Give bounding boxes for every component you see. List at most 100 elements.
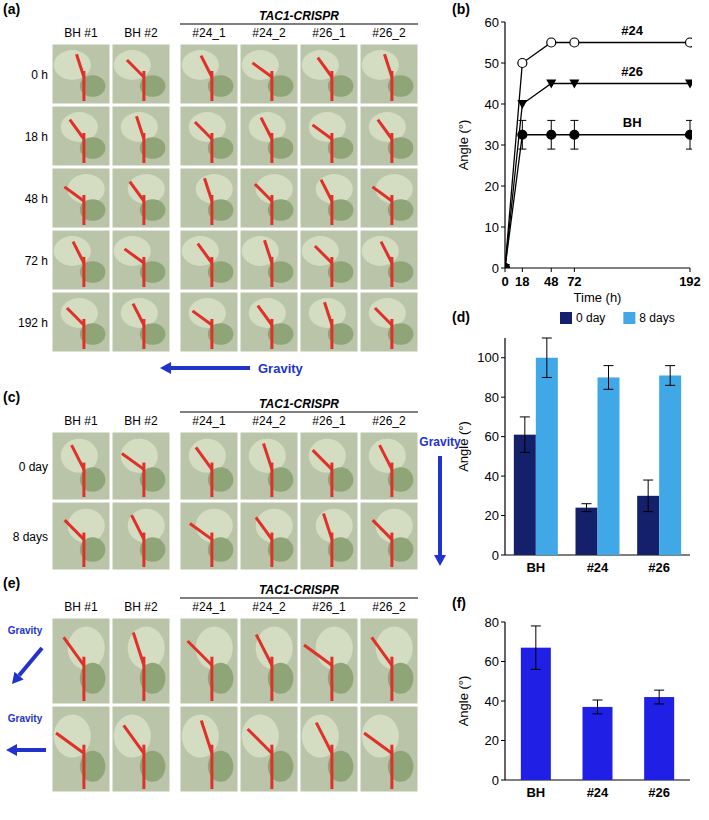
photo — [360, 502, 418, 570]
petiole-mark — [64, 187, 83, 201]
gravity-arrow — [6, 744, 46, 756]
petiole-mark — [375, 308, 392, 325]
panel-letter: (b) — [452, 1, 470, 17]
photo — [52, 292, 110, 352]
group-rule — [180, 411, 418, 412]
y-axis — [504, 338, 505, 555]
petiole-mark — [136, 116, 143, 139]
photo-leaf — [68, 174, 105, 204]
petiole-mark — [256, 635, 272, 666]
panel-letter: (a) — [3, 1, 20, 17]
column-label: BH #1 — [64, 26, 98, 40]
error-cap — [686, 120, 692, 121]
x-tick-label: BH — [526, 785, 545, 800]
column-label: BH #2 — [124, 600, 158, 614]
row-label: 72 h — [25, 254, 48, 268]
petiole-mark — [380, 445, 392, 469]
y-tick — [501, 268, 505, 269]
y-tick — [501, 63, 505, 64]
photo — [240, 292, 298, 352]
error-cap — [531, 669, 541, 670]
y-tick-label: 0 — [492, 773, 499, 788]
panel-letter: (e) — [3, 575, 20, 591]
bar — [598, 377, 620, 555]
error-cap — [604, 389, 614, 390]
photo-bg — [240, 106, 298, 166]
y-axis-title: Angle (°) — [456, 120, 471, 171]
y-tick — [501, 104, 505, 105]
bar — [644, 697, 674, 780]
photo-bg — [360, 432, 418, 500]
petiole-mark — [70, 120, 84, 139]
marker — [686, 38, 693, 47]
photo — [180, 432, 238, 500]
arrow-head — [12, 672, 24, 684]
photo — [360, 106, 418, 166]
error-bar — [665, 366, 675, 386]
photo-bg — [112, 292, 170, 352]
photo — [180, 292, 238, 352]
y-tick-label: 0 — [492, 548, 499, 563]
plot-marks — [521, 626, 674, 780]
column-label: #26_1 — [312, 600, 346, 614]
photo — [180, 230, 238, 290]
photo — [112, 44, 170, 104]
x-tick — [551, 268, 552, 272]
x-tick-label: #24 — [587, 560, 609, 575]
photo — [112, 168, 170, 228]
marker — [517, 100, 527, 109]
error-bar — [520, 417, 530, 453]
petiole-mark — [72, 445, 84, 469]
petiole-mark — [313, 450, 332, 469]
photo — [360, 292, 418, 352]
column-label: BH #2 — [124, 414, 158, 428]
y-tick-label: 80 — [485, 390, 499, 405]
error-cap — [654, 703, 664, 704]
error-cap — [547, 149, 555, 150]
petiole-mark — [312, 125, 331, 139]
petiole-mark — [133, 633, 144, 666]
photo-leaf — [68, 509, 105, 543]
error-bar — [582, 504, 592, 512]
error-cap — [593, 700, 603, 701]
photo-bg — [240, 432, 298, 500]
y-tick — [501, 397, 505, 398]
photo — [300, 706, 358, 792]
photo-leaf — [256, 174, 293, 204]
y-tick-label: 80 — [485, 615, 499, 630]
photo-bg — [360, 618, 418, 704]
photo — [240, 230, 298, 290]
arrow-shaft — [438, 456, 442, 555]
petiole-mark — [263, 444, 271, 470]
x-tick — [574, 268, 575, 272]
photo-bg — [180, 502, 238, 570]
row-label: 192 h — [18, 316, 48, 330]
photo — [360, 618, 418, 704]
y-tick-label: 0 — [492, 261, 499, 276]
error-cap — [604, 365, 614, 366]
photo — [52, 44, 110, 104]
photo-bg — [180, 618, 238, 704]
y-tick-label: 40 — [485, 97, 499, 112]
error-line — [586, 504, 587, 512]
photo-bg — [240, 618, 298, 704]
photo-bg — [52, 502, 110, 570]
error-bar — [654, 690, 664, 704]
error-bar — [686, 120, 692, 149]
photo-bg — [240, 706, 298, 792]
error-cap — [665, 385, 675, 386]
column-label: BH #1 — [64, 600, 98, 614]
marker — [505, 264, 510, 268]
error-cap — [542, 338, 552, 339]
petiole-mark — [372, 187, 391, 201]
y-tick — [501, 740, 505, 741]
photo-bg — [180, 106, 238, 166]
panel-letter: (c) — [3, 389, 20, 405]
error-line — [648, 480, 649, 512]
y-tick — [501, 622, 505, 623]
photo — [240, 502, 298, 570]
x-tick-label: 0 — [501, 274, 508, 289]
photo-bg — [360, 44, 418, 104]
row-label: 48 h — [25, 192, 48, 206]
petiole-mark — [378, 120, 392, 139]
